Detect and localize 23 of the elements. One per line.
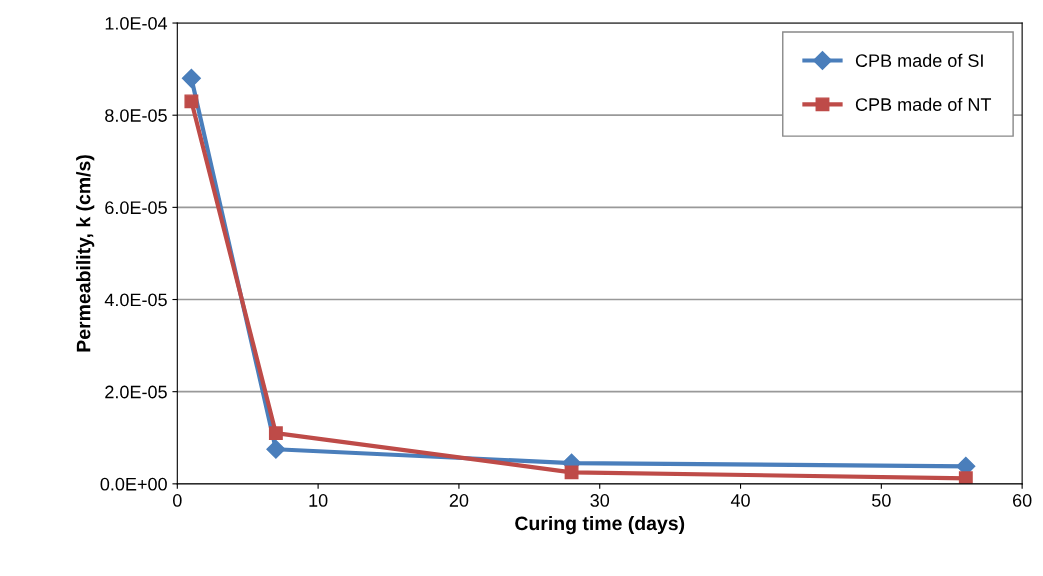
y-tick-label: 4.0E-05 bbox=[104, 293, 167, 307]
x-tick-label: 60 bbox=[1013, 494, 1032, 507]
x-tick-label: 20 bbox=[449, 494, 469, 507]
y-tick-label: 1.0E-04 bbox=[105, 16, 168, 30]
y-tick-label: 8.0E-05 bbox=[105, 109, 167, 122]
legend-label: CPB made of SI bbox=[855, 53, 983, 67]
point bbox=[266, 439, 286, 459]
x-tick-label: 50 bbox=[872, 494, 891, 507]
x-tick-label: 30 bbox=[590, 494, 610, 507]
x-axis-title: Curing time (days) bbox=[515, 515, 685, 535]
point bbox=[564, 465, 579, 480]
x-tick-label: 0 bbox=[172, 494, 182, 507]
y-tick-label: 2.0E-05 bbox=[105, 385, 167, 399]
y-tick-label: 0.0E+00 bbox=[100, 477, 167, 491]
x-tick-label: 40 bbox=[730, 494, 750, 507]
y-tick-label: 6.0E-05 bbox=[105, 201, 167, 215]
point bbox=[268, 426, 283, 441]
x-tick-label: 10 bbox=[309, 494, 328, 507]
legend-label: CPB made of NT bbox=[855, 97, 992, 111]
y-axis-title: Permeability, k (cm/s) bbox=[76, 155, 95, 352]
point bbox=[181, 68, 201, 88]
point bbox=[958, 471, 973, 484]
point bbox=[184, 94, 199, 109]
